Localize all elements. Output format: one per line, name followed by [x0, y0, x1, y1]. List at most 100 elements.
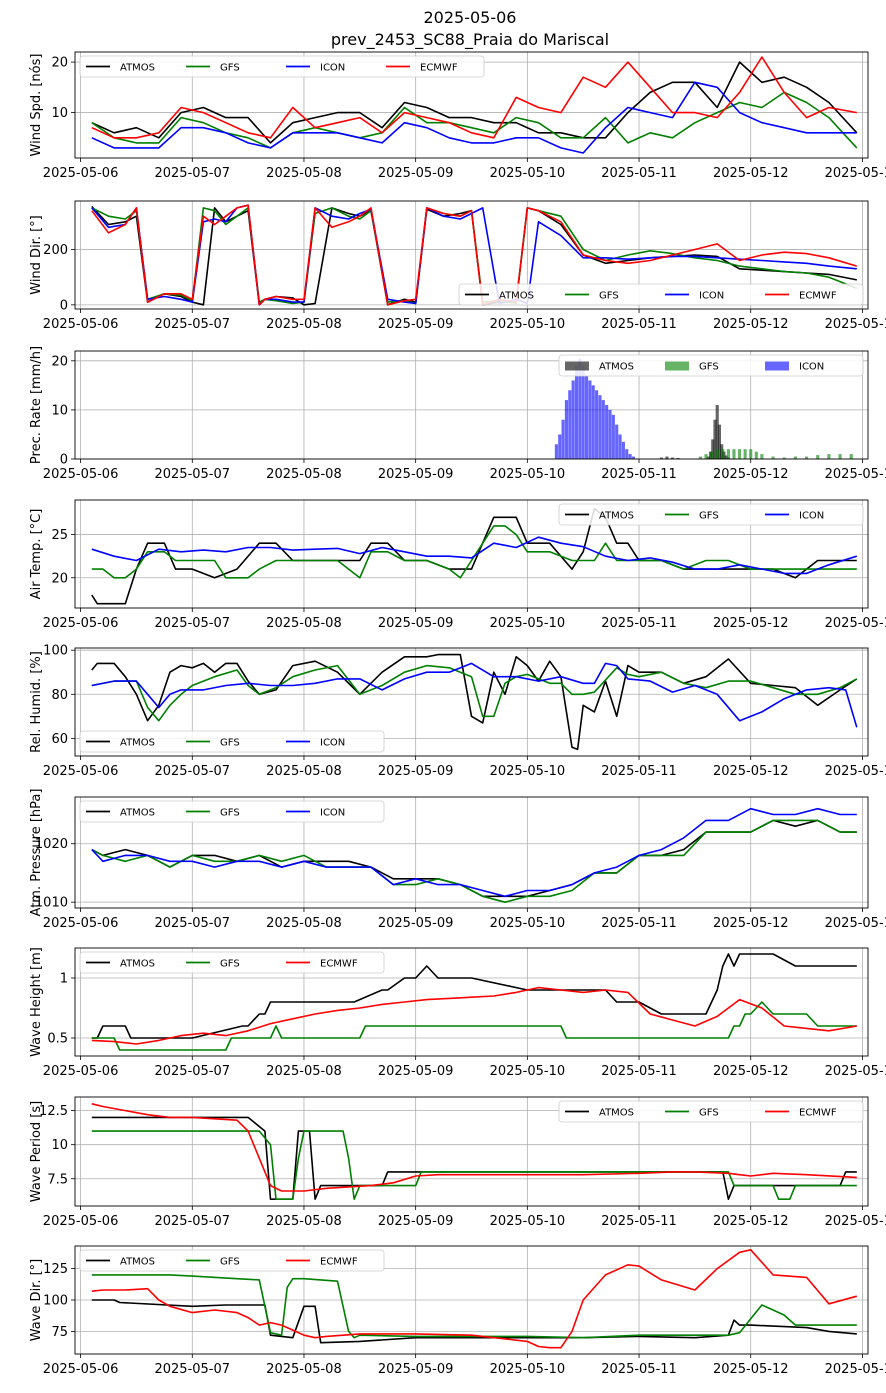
plot-frame [74, 350, 869, 460]
x-tick-label: 2025-05-12 [713, 1064, 789, 1079]
x-tick-label: 2025-05-06 [43, 764, 119, 779]
x-tick-label: 2025-05-08 [266, 1064, 342, 1079]
x-tick-label: 2025-05-12 [713, 1214, 789, 1229]
y-axis-label: Air Temp. [°C] [29, 509, 44, 600]
series-line-gfs [91, 1274, 857, 1339]
legend-label-gfs: GFS [220, 738, 240, 749]
x-tick-label: 2025-05-07 [154, 916, 230, 931]
series-line-ecmwf [91, 1103, 857, 1192]
series-line-atmos [91, 61, 858, 144]
y-tick-label: 1020 [35, 837, 68, 852]
x-tick-label: 2025-05-06 [43, 166, 119, 181]
y-tick-label: 75 [51, 1325, 68, 1340]
x-tick-label: 2025-05-09 [378, 616, 454, 631]
bar-icon [608, 409, 612, 459]
legend-label-gfs: GFS [220, 63, 240, 74]
x-tick-label: 2025-05-07 [154, 467, 230, 482]
bar-icon [631, 456, 636, 459]
plot-frame [74, 499, 869, 609]
series-line-icon [91, 807, 857, 898]
series-line-icon [91, 536, 858, 575]
y-axis-label: Wave Height [m] [29, 947, 44, 1057]
legend-label-icon: ICON [699, 291, 724, 302]
x-tick-label: 2025-05-09 [378, 166, 454, 181]
series-line-atmos [91, 1299, 857, 1344]
legend-label-ecmwf: ECMWF [799, 291, 837, 302]
x-tick-label: 2025-05-11 [601, 616, 677, 631]
legend: ATMOS GFS ECMWF [79, 951, 385, 974]
x-tick-label: 2025-05-09 [378, 317, 454, 332]
x-tick-label: 2025-05-08 [266, 166, 342, 181]
x-tick-label: 2025-05-13 [825, 1214, 886, 1229]
y-tick-label: 10 [51, 403, 68, 418]
series-line-gfs [91, 91, 858, 149]
series-line-icon [91, 81, 857, 154]
x-tick-label: 2025-05-07 [154, 317, 230, 332]
legend-label-atmos: ATMOS [120, 959, 155, 970]
bar-gfs [754, 451, 758, 459]
bar-atmos [711, 439, 715, 459]
x-tick-label: 2025-05-08 [266, 467, 342, 482]
bar-atmos [713, 419, 717, 459]
bar-atmos [670, 457, 675, 459]
legend-label-atmos: ATMOS [120, 63, 155, 74]
bar-icon [554, 444, 558, 459]
legend-label-icon: ICON [320, 63, 345, 74]
plot-area [91, 953, 857, 1051]
x-tick-label: 2025-05-13 [825, 317, 886, 332]
y-axis-label: Wind Spd. [nós] [29, 54, 44, 157]
x-tick-label: 2025-05-10 [490, 1362, 566, 1377]
x-tick-label: 2025-05-09 [378, 467, 454, 482]
legend-box [79, 730, 385, 753]
plot-area [554, 358, 853, 459]
plot-area [91, 204, 858, 306]
legend-label-ecmwf: ECMWF [320, 1257, 358, 1268]
x-tick-label: 2025-05-07 [154, 616, 230, 631]
plot-frame [74, 647, 869, 757]
x-tick-label: 2025-05-07 [154, 1064, 230, 1079]
bar-icon [618, 434, 622, 459]
bar-icon [561, 419, 565, 459]
bar-gfs [838, 454, 842, 459]
x-tick-label: 2025-05-11 [601, 1064, 677, 1079]
bar-atmos [665, 456, 669, 459]
plot-frame [74, 796, 869, 909]
legend-box [79, 951, 385, 974]
y-axis-label: Wind Dir. [°] [29, 215, 44, 295]
panel-5: 2025-05-06 2025-05-07 2025-05-08 2025-05-09… [29, 644, 886, 779]
bar-icon [621, 441, 625, 459]
x-tick-label: 2025-05-13 [825, 1362, 886, 1377]
legend-label-icon: ICON [799, 511, 824, 522]
bar-gfs [805, 456, 809, 459]
y-tick-label: 20 [51, 571, 68, 586]
bar-icon [598, 395, 602, 459]
series-line-ecmwf [91, 1249, 858, 1349]
legend-label-atmos: ATMOS [120, 738, 155, 749]
y-axis-label: Rel. Humid. [%] [29, 651, 44, 753]
plot-frame [74, 947, 869, 1057]
legend-label-gfs: GFS [699, 362, 719, 373]
bar-gfs [715, 449, 719, 459]
plot-frame [74, 1096, 869, 1207]
legend-box [79, 55, 485, 78]
figure-title: 2025-05-06 [424, 8, 517, 27]
plot-area [91, 1103, 857, 1200]
bar-atmos [717, 424, 722, 459]
bar-gfs [737, 449, 742, 459]
x-tick-label: 2025-05-11 [601, 1362, 677, 1377]
y-tick-label: 0.5 [47, 1032, 68, 1047]
x-tick-label: 2025-05-11 [601, 764, 677, 779]
x-tick-label: 2025-05-13 [825, 764, 886, 779]
legend-label-icon: ICON [799, 362, 824, 373]
legend-swatch-icon [765, 361, 789, 371]
bar-gfs [793, 456, 797, 459]
legend-box [79, 1249, 385, 1272]
bar-icon [581, 365, 585, 459]
legend: ATMOS GFS ICON [558, 354, 864, 377]
legend-box [79, 800, 385, 823]
plot-frame [74, 51, 869, 159]
y-tick-label: 10 [51, 106, 68, 121]
bar-gfs [698, 456, 703, 459]
legend: ATMOS GFS ECMWF [558, 1100, 864, 1123]
legend-label-atmos: ATMOS [499, 291, 534, 302]
